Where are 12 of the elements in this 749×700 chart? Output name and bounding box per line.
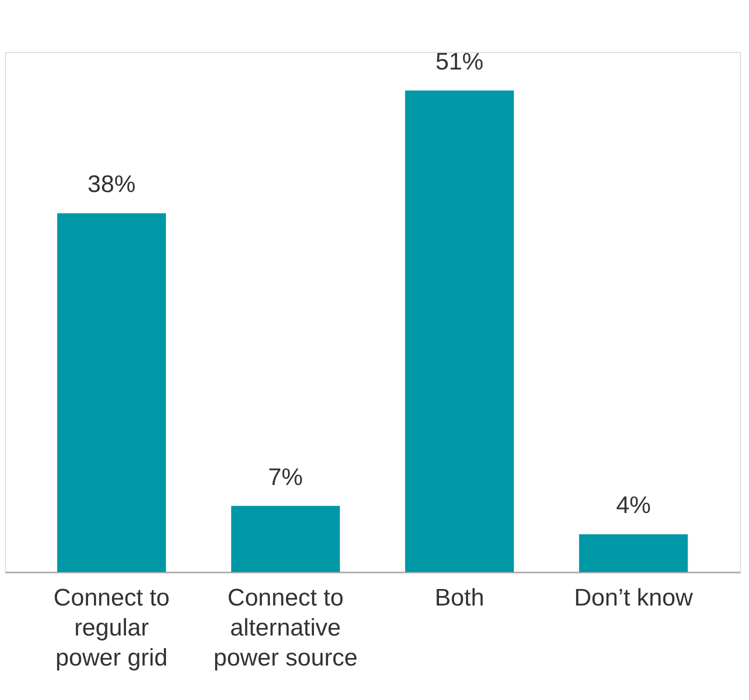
bar xyxy=(405,90,514,572)
x-tick-label: Don’t know xyxy=(574,584,694,612)
data-label: 7% xyxy=(268,464,303,491)
x-tick-label: Both xyxy=(434,584,484,612)
data-label: 38% xyxy=(88,171,136,198)
bar xyxy=(579,534,688,572)
bar xyxy=(57,213,166,572)
x-tick-label: Connect to regular power grid xyxy=(54,584,170,672)
data-label: 4% xyxy=(616,492,651,520)
x-tick-label: Connect to alternative power source xyxy=(213,584,358,672)
bar xyxy=(231,506,340,572)
data-label: 51% xyxy=(435,48,484,76)
